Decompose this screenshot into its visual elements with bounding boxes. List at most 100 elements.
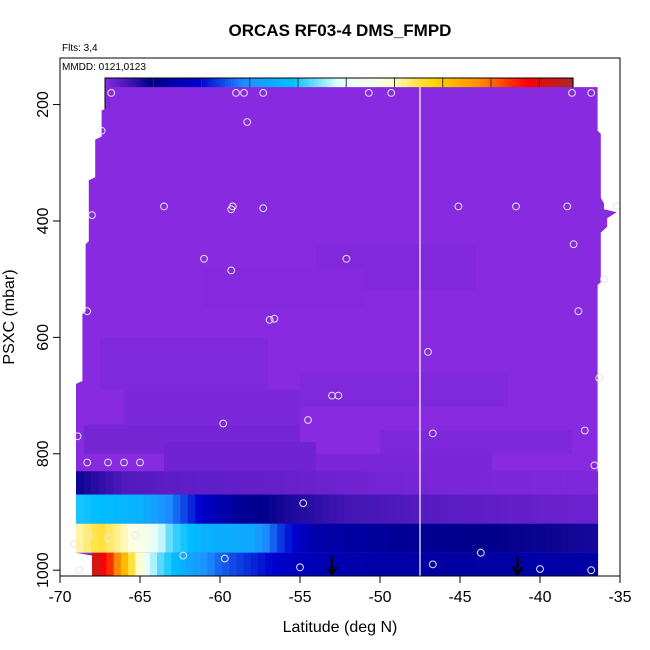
heatmap-cell [545,494,554,524]
heatmap-cell [217,494,226,524]
heatmap-patch [204,267,364,309]
heatmap-cell [336,471,345,495]
heatmap-cell [92,552,100,576]
heatmap-cell [178,552,187,576]
heatmap-cell [254,523,263,553]
heatmap-cell [105,523,114,553]
heatmap-cell [200,552,209,576]
heatmap-cell [321,494,330,524]
heatmap-cell [426,523,435,553]
heatmap-cell [306,494,315,524]
heatmap-cell [463,494,472,524]
heatmap-cell [143,523,152,553]
data-point [227,266,236,275]
heatmap-cell [582,471,591,495]
heatmap-cell [193,552,201,576]
heatmap-cell [403,471,412,495]
heatmap-cell [99,552,107,576]
heatmap-cell [150,471,159,495]
heatmap-cell [496,552,505,576]
heatmap-cell [120,494,129,524]
heatmap-cell [426,494,435,524]
plot-frame [59,57,621,577]
heatmap-cell [187,471,196,495]
heatmap-cell [321,471,330,495]
heatmap-cell [120,471,129,495]
heatmap-cell [396,523,405,553]
data-point [160,202,168,211]
heatmap-cell [83,494,92,524]
heatmap-cell [470,494,479,524]
heatmap-patch [124,389,300,425]
heatmap-cell [299,471,308,495]
data-point [512,202,520,211]
x-tick-label: -50 [368,589,391,606]
heatmap-cell [210,471,219,495]
data-point [424,348,432,356]
heatmap-cell [402,552,411,576]
y-tick-label: 800 [35,440,52,467]
heatmap-cell [254,494,263,524]
heatmap-cell [202,523,211,553]
heatmap-cell [532,552,541,576]
heatmap-cell [262,494,271,524]
heatmap-cell [567,471,576,495]
heatmap-cell [105,471,114,495]
heatmap-cell [113,494,122,524]
heatmap-cell [165,523,174,553]
data-point [590,461,599,470]
heatmap-cell [187,523,196,553]
heatmap-cell [359,552,367,576]
heatmap-cell [456,494,464,524]
heatmap-cell [474,552,483,576]
heatmap-cell [552,523,561,553]
heatmap-cell [180,471,189,495]
heatmap-cell [500,494,509,524]
heatmap-cell [314,494,323,524]
heatmap-cell [478,523,487,553]
heatmap-cell [329,471,338,495]
heatmap-cell [463,471,472,495]
heatmap-cell [329,494,338,524]
heatmap-cell [98,471,107,495]
heatmap-cell [515,494,524,524]
x-tick-label: -65 [128,589,151,606]
heatmap-cell [113,471,122,495]
data-point [88,211,96,220]
heatmap-cell [344,523,353,553]
heatmap-cell [409,552,418,576]
heatmap-cell [135,523,144,553]
heatmap-cell [433,471,442,495]
heatmap-cell [381,523,390,553]
heatmap-cell [292,494,301,524]
heatmap-cell [554,552,562,576]
heatmap-cell [590,552,599,576]
arrow-markers [326,556,524,576]
heatmap-cell [277,523,286,553]
heatmap-cell [279,552,288,576]
heatmap-cell [247,471,256,495]
heatmap-cell [374,523,383,553]
heatmap-cell [269,471,278,495]
heatmap-cell [359,523,368,553]
heatmap-cell [433,523,442,553]
heatmap-cell [381,471,390,495]
colorbar-cell [105,78,109,119]
data-point [387,89,396,97]
heatmap-cell [202,471,211,495]
heatmap-cell [525,552,534,576]
heatmap-cell [418,494,427,524]
x-tick-label: -40 [528,589,551,606]
data-point [232,89,240,97]
heatmap-cell [98,494,107,524]
heatmap-cell [478,494,487,524]
heatmap-cell [299,494,308,524]
heatmap-cell [460,552,469,576]
heatmap-cell [396,494,405,524]
heatmap-cell [351,523,360,553]
y-axis-label: PSXC (mbar) [1,269,18,364]
heatmap-cell [388,523,397,553]
data-point [536,565,544,573]
heatmap-cell [217,471,226,495]
heatmap-patch [316,453,492,472]
